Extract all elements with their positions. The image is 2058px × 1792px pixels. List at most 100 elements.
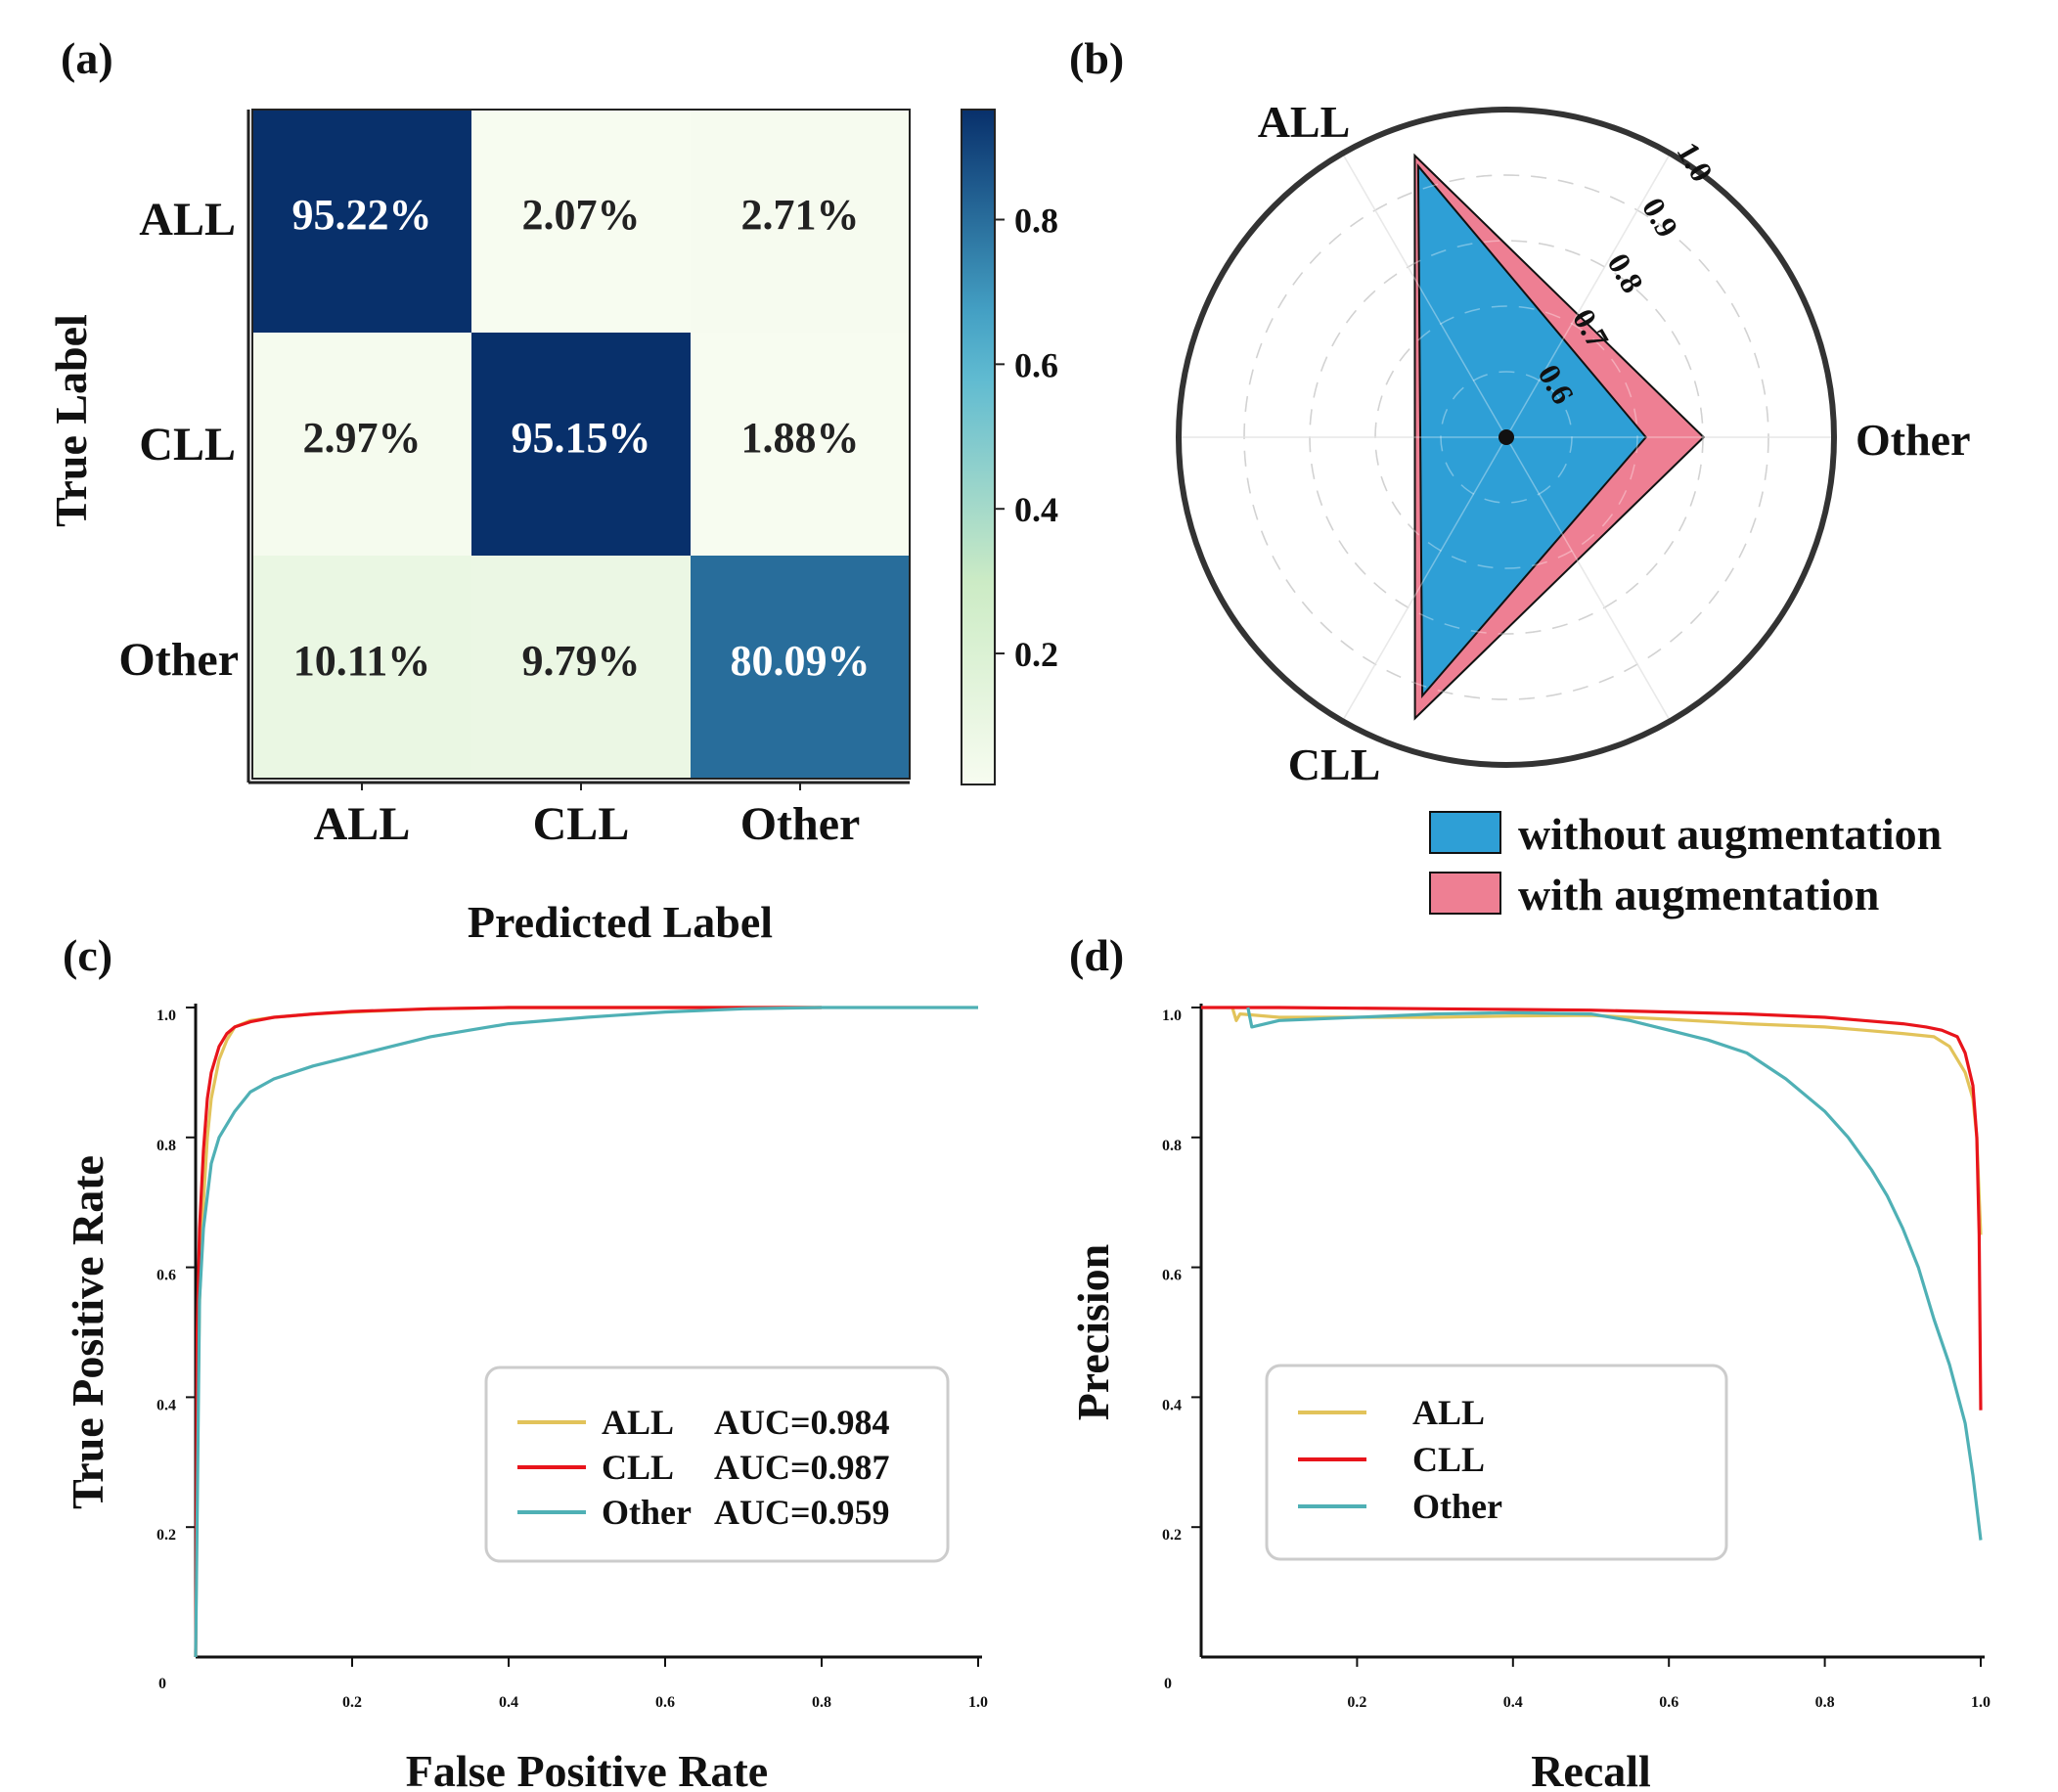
col-label: Other [740,798,861,850]
row-label: ALL [139,194,236,246]
y-axis-title: Precision [1068,1244,1118,1421]
cell-value-label: 2.71% [741,191,860,239]
legend-label: Other [1412,1487,1502,1526]
x-tick-label: 0.2 [342,1694,362,1711]
x-tick-label: 0.4 [1503,1694,1523,1711]
radar-axis-label: Other [1856,415,1971,465]
colorbar-tick-label: 0.4 [1014,490,1058,529]
legend-swatch [1429,811,1501,854]
y-tick-label: 0.4 [157,1397,176,1413]
y-tick-label: 0.6 [157,1268,176,1284]
legend-label: CLL [602,1448,674,1487]
radar-spoke-overlay [1505,153,1672,438]
colorbar-tick-label: 0.6 [1014,345,1058,384]
row-label: Other [118,634,239,686]
legend-label: ALL [1412,1393,1485,1432]
cell-value-label: 95.22% [292,191,432,239]
legend-auc-label: AUC=0.959 [714,1493,890,1532]
cell-value-label: 9.79% [522,637,641,685]
radar-ring-overlay [1243,174,1769,700]
radar-ring-overlay [1374,305,1638,569]
radar-spoke-overlay [1505,436,1672,722]
legend-auc-label: AUC=0.987 [714,1448,890,1487]
x-tick-label: 0.4 [499,1694,518,1711]
x-axis-title: Predicted Label [468,897,773,947]
y-tick-label: 0.8 [1162,1138,1182,1154]
cell-value-label: 80.09% [731,637,871,685]
heatmap-cell [471,333,691,556]
radar-ring-overlay [1309,240,1704,635]
y-tick-label: 0.2 [157,1527,176,1544]
panel-a-confusion-matrix: 95.22% 2.07% 2.71% 2.97% 95.15% 1.88% 10.11% 9.… [46,109,1058,947]
cell-value-label: 10.11% [293,637,431,685]
y-axis-title: True Positive Rate [63,1155,112,1509]
x-tick-label: 0.6 [1659,1694,1678,1711]
legend-label: without augmentation [1518,809,1942,859]
series-line-other [194,1006,978,1658]
y-tick-label: 0.6 [1162,1268,1182,1284]
legend-label: CLL [1412,1440,1485,1479]
radar-area-without-augmentation [1416,163,1648,699]
heatmap-cell [471,556,691,779]
colorbar-tick-label: 0.2 [1014,635,1058,674]
panel-label-d: (d) [1069,930,1124,980]
panel-label-a: (a) [61,33,113,83]
row-label: CLL [139,419,236,470]
series-line-other [1246,1007,1983,1541]
legend-auc-label: AUC=0.984 [714,1403,890,1442]
heatmap-cell [691,110,910,333]
legend-swatch [1429,872,1501,915]
panel-label-b: (b) [1069,33,1124,83]
radar-outer-circle [1176,107,1837,768]
radar-spoke-overlay [1341,436,1507,722]
legend-box [1265,1364,1728,1561]
cell-value-label: 95.15% [512,414,651,462]
x-axis-title: Recall [1531,1746,1651,1792]
y-tick-label: 0.4 [1162,1397,1182,1413]
radar-ring-overlay [1440,371,1573,504]
heatmap-cell [252,556,471,779]
x-tick-label: 0.6 [655,1694,675,1711]
radar-ring [1243,174,1769,700]
cell-value-label: 1.88% [741,414,860,462]
x-tick-label: 1.0 [968,1694,988,1711]
x-tick-label: 1.0 [1971,1694,1991,1711]
origin-tick-label: 0 [158,1676,166,1692]
heatmap-cell [252,110,471,333]
heatmap-cell [691,333,910,556]
y-tick-label: 1.0 [157,1008,176,1024]
radial-tick-label: 0.8 [1600,247,1650,299]
y-tick-label: 1.0 [1162,1008,1182,1024]
radar-axis-label: CLL [1288,739,1381,789]
panel-label-c: (c) [63,930,112,980]
series-line-cll [194,1006,822,1658]
y-axis-title: True Label [46,314,96,527]
colorbar-tick-label: 0.8 [1014,202,1058,241]
cell-value-label: 2.97% [303,414,422,462]
col-label: CLL [533,798,630,850]
x-tick-label: 0.8 [1815,1694,1835,1711]
heatmap-cell [691,556,910,779]
radar-center-dot [1499,429,1514,445]
panel-d-pr-chart: 0.2 0.2 0.4 0.4 0.6 0.6 0.8 0.8 1.0 1.0 0 Recall Pre… [1068,1004,1991,1792]
series-line-all [1230,1007,1983,1235]
legend-box [484,1366,950,1563]
radar-spoke-overlay [1341,153,1507,438]
heatmap-cell [252,333,471,556]
col-label: ALL [314,798,411,850]
heatmap-cell [471,110,691,333]
cell-value-label: 2.07% [522,191,641,239]
x-tick-label: 0.2 [1347,1694,1366,1711]
x-tick-label: 0.8 [812,1694,831,1711]
legend-label: Other [602,1493,692,1532]
y-tick-label: 0.2 [1162,1527,1182,1544]
y-tick-label: 0.8 [157,1138,176,1154]
panel-c-roc-chart: 0.2 0.2 0.4 0.4 0.6 0.6 0.8 0.8 1.0 1.0 0 False Pos… [63,1004,988,1792]
legend-label: with augmentation [1518,870,1879,919]
x-axis-title: False Positive Rate [406,1746,768,1792]
heatmap-frame [251,109,911,780]
origin-tick-label: 0 [1164,1676,1172,1692]
colorbar [961,109,996,785]
